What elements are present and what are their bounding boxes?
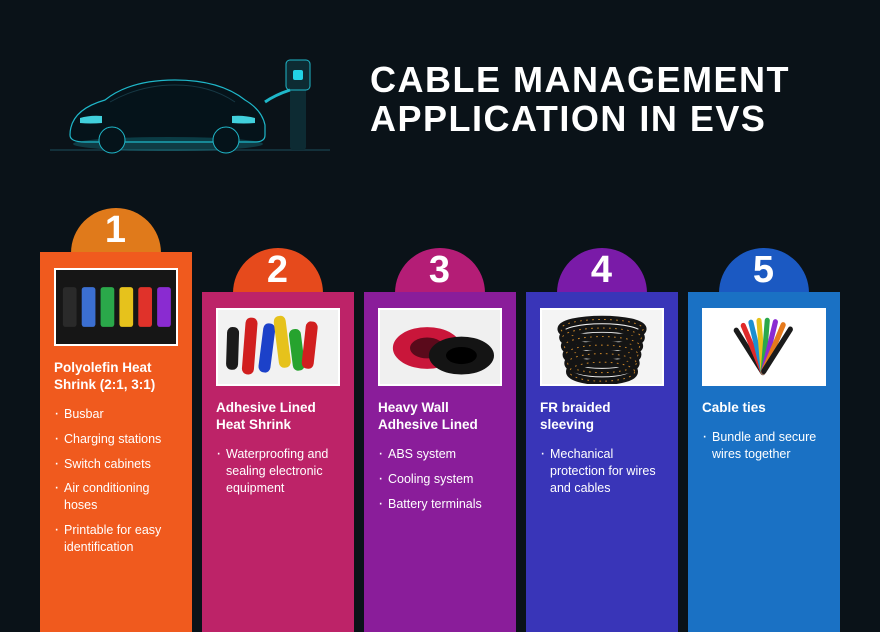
- column-item: Bundle and secure wires together: [702, 429, 826, 463]
- page-title: CABLE MANAGEMENT APPLICATION IN EVS: [370, 61, 830, 139]
- column-tab: 4: [557, 248, 647, 293]
- column-body: Cable ties Bundle and secure wires togeth…: [688, 292, 840, 632]
- column-item: Switch cabinets: [54, 456, 178, 473]
- column-thumbnail: [54, 268, 178, 346]
- column-items: Busbar Charging stations Switch cabinets Ai…: [54, 406, 178, 556]
- column-item: Air conditioning hoses: [54, 480, 178, 514]
- column-4: 4 FR braided sleeving Mechanical protectio…: [526, 248, 678, 632]
- column-title: Adhesive Lined Heat Shrink: [216, 400, 340, 434]
- column-number: 4: [591, 249, 613, 292]
- header: CABLE MANAGEMENT APPLICATION IN EVS: [0, 0, 880, 180]
- column-thumbnail: [702, 308, 826, 386]
- column-tab: 5: [719, 248, 809, 293]
- title-line-2: APPLICATION IN EVS: [370, 100, 830, 139]
- column-item: Charging stations: [54, 431, 178, 448]
- column-tab: 1: [71, 208, 161, 253]
- column-items: Bundle and secure wires together: [702, 429, 826, 463]
- title-line-1: CABLE MANAGEMENT: [370, 61, 830, 100]
- column-item: Printable for easy identification: [54, 522, 178, 556]
- column-item: Battery terminals: [378, 496, 502, 513]
- column-tab: 3: [395, 248, 485, 293]
- column-item: Waterproofing and sealing electronic equ…: [216, 446, 340, 497]
- column-items: Waterproofing and sealing electronic equ…: [216, 446, 340, 497]
- column-thumbnail: [378, 308, 502, 386]
- column-body: Adhesive Lined Heat Shrink Waterproofing …: [202, 292, 354, 632]
- column-title: Heavy Wall Adhesive Lined: [378, 400, 502, 434]
- column-2: 2 Adhesive Lined Heat Shrink Waterproofing…: [202, 248, 354, 632]
- column-thumbnail: [216, 308, 340, 386]
- column-3: 3 Heavy Wall Adhesive Lined ABS system Cool…: [364, 248, 516, 632]
- column-body: Heavy Wall Adhesive Lined ABS system Cooli…: [364, 292, 516, 632]
- column-tab: 2: [233, 248, 323, 293]
- column-title: Cable ties: [702, 400, 826, 417]
- column-number: 1: [105, 209, 127, 252]
- column-body: FR braided sleeving Mechanical protection…: [526, 292, 678, 632]
- column-1: 1 Polyolefin Heat Shrink (2:1, 3:1) Busbar…: [40, 208, 192, 632]
- column-5: 5 Cable ties Bundle and secure wires toget…: [688, 248, 840, 632]
- column-item: ABS system: [378, 446, 502, 463]
- column-title: FR braided sleeving: [540, 400, 664, 434]
- column-thumbnail: [540, 308, 664, 386]
- column-body: Polyolefin Heat Shrink (2:1, 3:1) Busbar C…: [40, 252, 192, 632]
- ev-car-illustration: [50, 40, 330, 160]
- column-items: Mechanical protection for wires and cabl…: [540, 446, 664, 497]
- column-number: 2: [267, 249, 289, 292]
- columns-row: 1 Polyolefin Heat Shrink (2:1, 3:1) Busbar…: [40, 208, 840, 632]
- column-items: ABS system Cooling system Battery terminal…: [378, 446, 502, 513]
- column-number: 5: [753, 249, 775, 292]
- column-number: 3: [429, 249, 451, 292]
- column-item: Busbar: [54, 406, 178, 423]
- column-title: Polyolefin Heat Shrink (2:1, 3:1): [54, 360, 178, 394]
- column-item: Mechanical protection for wires and cabl…: [540, 446, 664, 497]
- column-item: Cooling system: [378, 471, 502, 488]
